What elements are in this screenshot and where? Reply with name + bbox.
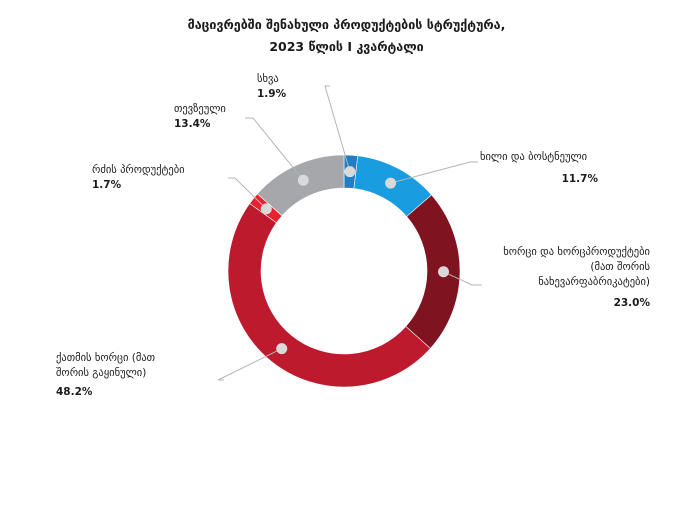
label-other-value: 1.9%: [257, 88, 287, 100]
label-dairy-value: 1.7%: [92, 179, 122, 191]
chart-title-line-1: მაცივრებში შენახული პროდუქტების სტრუქტურ…: [187, 17, 506, 32]
slice-chicken: [227, 203, 431, 388]
label-meat-line-1: ხორცი და ხორცპროდუქტები: [503, 246, 650, 258]
label-fruit-veg: ხილი და ბოსტნეული 11.7%: [480, 150, 598, 187]
slice-chicken-marker-dot: [276, 343, 288, 355]
label-other: სხვა 1.9%: [257, 72, 286, 102]
label-dairy: რძის პროდუქტები 1.7%: [92, 163, 185, 193]
slice-meat-leader-line: [443, 271, 482, 286]
label-chicken: ქათმის ხორცი (მათ შორის გაყინული) 48.2%: [56, 351, 155, 400]
label-fruit-veg-value: 11.7%: [561, 173, 598, 185]
chart-title-line-2: 2023 წლის I კვარტალი: [269, 39, 424, 54]
label-meat-value: 23.0%: [613, 297, 650, 309]
slice-other-marker-dot: [344, 166, 356, 178]
label-fish: თევზეული 13.4%: [174, 102, 226, 132]
label-meat-line-3: ნახევარფაბრიკატები): [538, 276, 650, 288]
slice-fish: [256, 154, 345, 217]
label-other-name: სხვა: [257, 73, 279, 85]
slice-chicken-leader-line: [217, 348, 282, 381]
slice-meat-marker-dot: [437, 266, 449, 278]
slice-fruit-veg-marker-dot: [385, 177, 397, 189]
label-chicken-value: 48.2%: [56, 386, 93, 398]
slice-fruit-veg-leader-line: [390, 161, 478, 184]
label-fish-name: თევზეული: [174, 103, 226, 115]
slice-dairy-leader-line: [228, 177, 267, 210]
label-chicken-line-1: ქათმის ხორცი (მათ: [56, 352, 156, 364]
label-dairy-name: რძის პროდუქტები: [92, 164, 185, 176]
chart-title: მაცივრებში შენახული პროდუქტების სტრუქტურ…: [0, 14, 693, 58]
slice-other-leader-line: [324, 85, 351, 172]
label-meat-line-2: (მათ შორის: [590, 261, 650, 273]
label-chicken-line-2: შორის გაყინული): [56, 367, 147, 379]
label-fish-value: 13.4%: [174, 118, 211, 130]
slice-fish-marker-dot: [297, 174, 309, 186]
slice-meat: [405, 194, 461, 349]
slice-fish-leader-line: [245, 117, 304, 181]
label-fruit-veg-name: ხილი და ბოსტნეული: [480, 151, 588, 163]
slice-dairy-marker-dot: [260, 203, 272, 215]
label-meat: ხორცი და ხორცპროდუქტები (მათ შორის ნახევ…: [470, 245, 650, 311]
